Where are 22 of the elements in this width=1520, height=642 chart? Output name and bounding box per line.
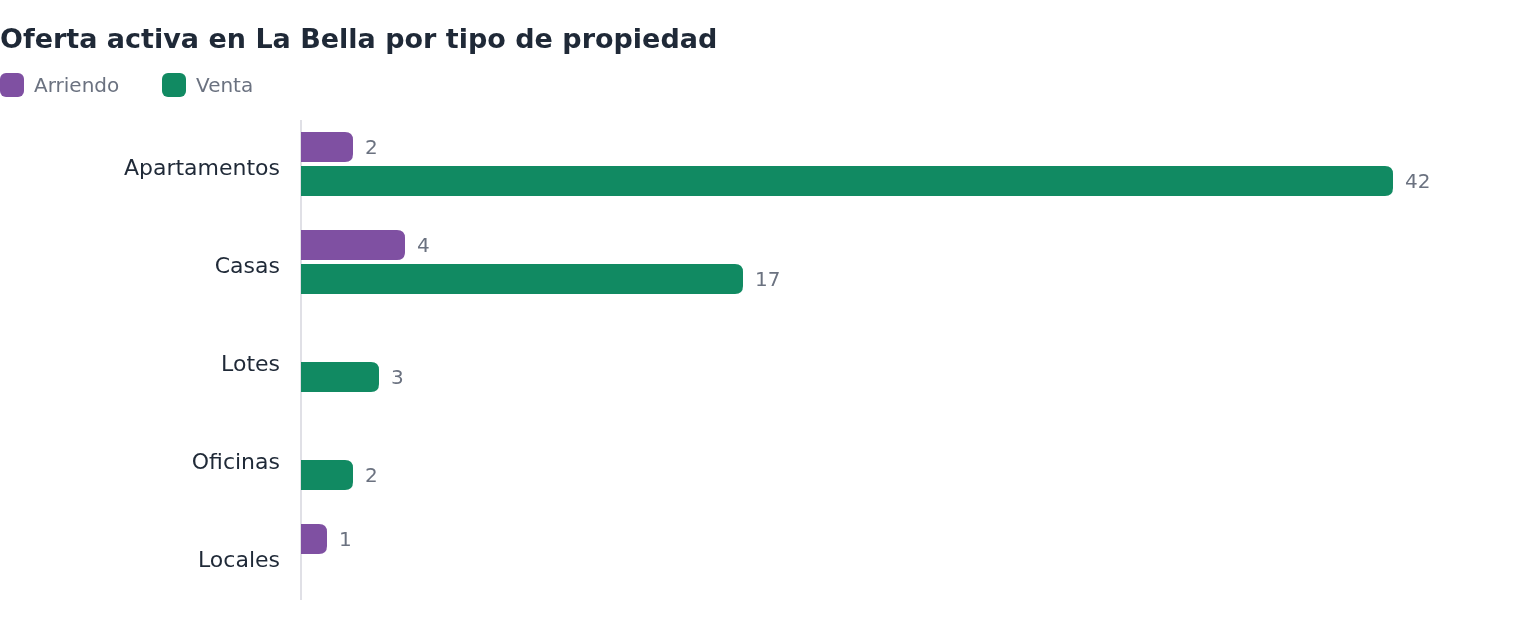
y-tick-label: Lotes bbox=[221, 350, 280, 376]
data-label: 3 bbox=[391, 365, 404, 389]
bar bbox=[301, 166, 1393, 196]
y-tick-label: Casas bbox=[214, 252, 280, 278]
legend-label: Arriendo bbox=[34, 73, 120, 97]
chart-title: Oferta activa en La Bella por tipo de propiedad bbox=[0, 23, 718, 54]
data-label: 1 bbox=[339, 527, 352, 551]
bar bbox=[301, 460, 353, 490]
y-tick-label: Oficinas bbox=[191, 448, 280, 474]
bar bbox=[301, 132, 353, 162]
data-label: 2 bbox=[365, 463, 378, 487]
bar bbox=[301, 524, 327, 554]
data-label: 2 bbox=[365, 135, 378, 159]
data-label: 4 bbox=[417, 233, 430, 257]
data-label: 42 bbox=[1405, 169, 1431, 193]
bar bbox=[301, 362, 379, 392]
data-label: 17 bbox=[755, 267, 781, 291]
legend-label: Venta bbox=[196, 73, 254, 97]
y-tick-label: Apartamentos bbox=[123, 154, 280, 180]
bar bbox=[301, 264, 743, 294]
y-tick-label: Locales bbox=[197, 546, 280, 572]
bar bbox=[301, 230, 405, 260]
